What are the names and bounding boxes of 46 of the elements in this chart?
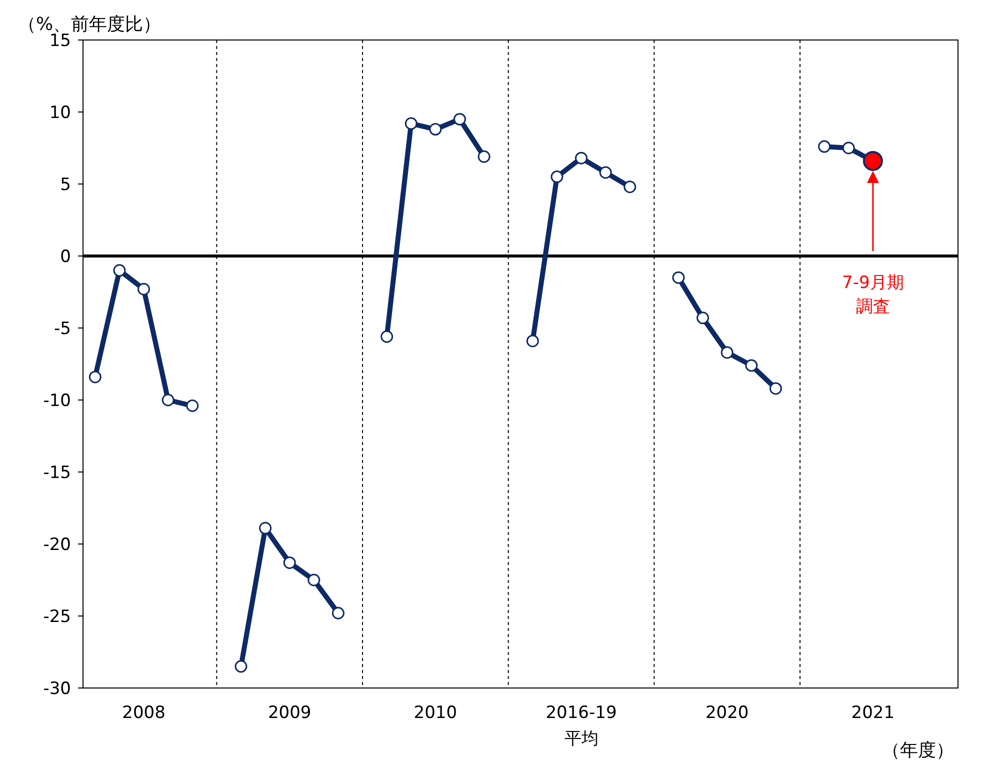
y-tick-label: -25 xyxy=(43,606,71,627)
point xyxy=(526,334,539,348)
point xyxy=(88,370,102,384)
point xyxy=(550,170,564,184)
y-tick-label: -30 xyxy=(43,678,71,699)
point xyxy=(234,660,248,673)
y-tick-label: -10 xyxy=(43,390,71,411)
point xyxy=(818,140,831,153)
x-tick-label: 2021 xyxy=(851,703,895,723)
point xyxy=(332,606,344,620)
point xyxy=(672,271,685,284)
point xyxy=(162,394,174,406)
y-tick-label: 10 xyxy=(49,102,71,123)
y-tick-label: -5 xyxy=(54,318,71,339)
point xyxy=(696,312,710,324)
point xyxy=(478,150,490,163)
point xyxy=(745,359,758,372)
point xyxy=(404,117,418,130)
annotation: 7-9月期 xyxy=(842,273,904,293)
point xyxy=(186,400,199,412)
y-tick-label: -20 xyxy=(43,534,71,555)
y-tick-label: 5 xyxy=(60,174,71,195)
point xyxy=(453,112,466,126)
point xyxy=(113,264,126,277)
x-tick-label: 2008 xyxy=(122,703,166,723)
point xyxy=(624,180,636,194)
y-tick-label: 0 xyxy=(60,246,71,267)
point xyxy=(575,152,588,164)
x-axis-title: （年度） xyxy=(882,740,954,761)
x-tick-label: 2016-19 平均 xyxy=(546,703,617,749)
point xyxy=(769,382,782,395)
point xyxy=(599,166,612,179)
point xyxy=(308,574,320,586)
y-tick-label: -15 xyxy=(43,462,71,483)
point xyxy=(720,346,734,359)
annotation: 調査 xyxy=(856,297,890,317)
x-tick-label: 2020 xyxy=(705,703,749,723)
point xyxy=(259,522,272,534)
y-axis-title: （%、前年度比） xyxy=(18,14,162,35)
point xyxy=(380,330,394,343)
point xyxy=(842,142,855,154)
point xyxy=(283,556,296,569)
point xyxy=(429,123,442,136)
x-tick-label: 2009 xyxy=(268,703,312,723)
point xyxy=(138,282,150,296)
x-tick-label: 2010 xyxy=(414,703,458,723)
